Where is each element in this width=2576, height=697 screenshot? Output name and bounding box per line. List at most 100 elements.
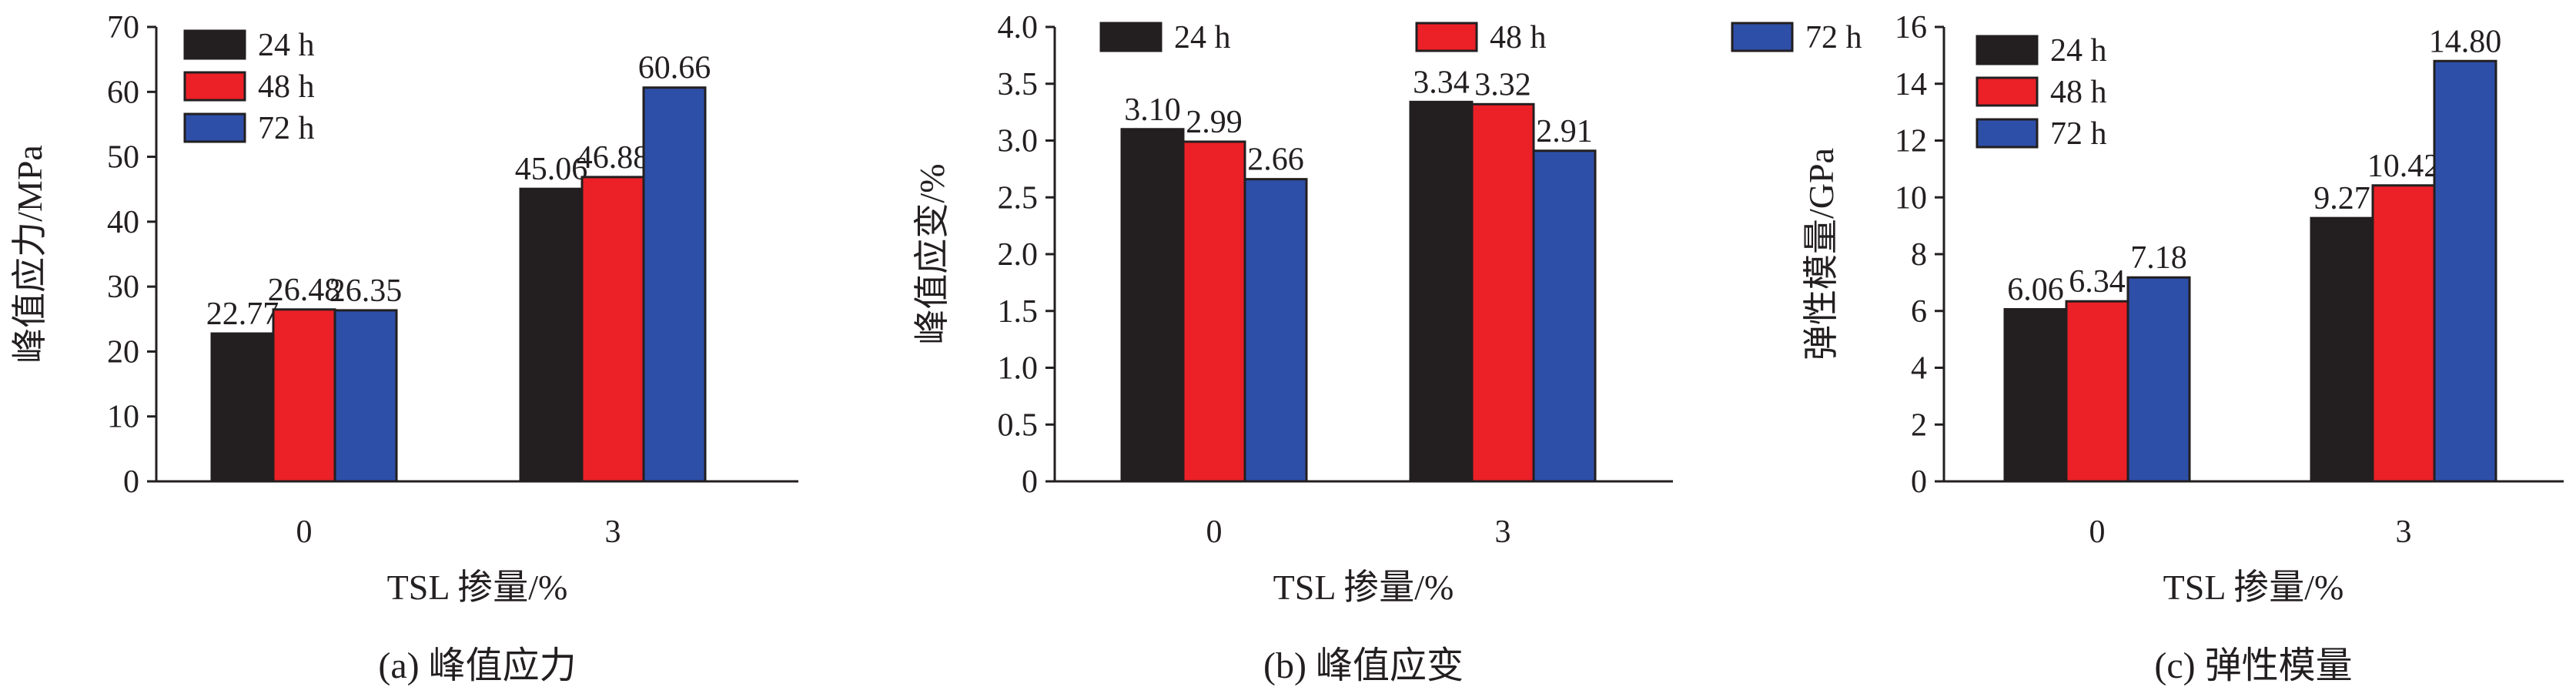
data-label: 45.06 — [515, 152, 588, 187]
y-tick-label: 0 — [1911, 464, 1927, 500]
data-label: 2.99 — [1186, 105, 1243, 140]
y-tick-label: 8 — [1911, 237, 1927, 273]
x-axis-title: TSL 掺量/% — [2163, 568, 2344, 607]
data-label: 26.48 — [268, 273, 341, 308]
bar-72h-3 — [1532, 149, 1597, 483]
legend: 24 h 48 h 72 h — [1975, 33, 2107, 152]
y-tick-label: 60 — [107, 75, 139, 110]
legend: 24 h 48 h 72 h — [183, 28, 315, 146]
legend-swatch-24h — [1099, 22, 1163, 52]
data-label: 2.66 — [1247, 142, 1304, 178]
legend-label: 48 h — [258, 69, 315, 105]
panel-caption: (a) 峰值应力 — [378, 645, 576, 686]
legend-label: 72 h — [2050, 116, 2107, 152]
y-axis-title: 峰值应变/% — [912, 163, 952, 344]
y-tick-label: 0.5 — [998, 407, 1039, 443]
data-label: 60.66 — [638, 51, 711, 86]
legend-swatch-24h — [183, 29, 246, 60]
chart-panel-1: 3.10 2.992.66 3.34 3.322.91 0 0.5 1.0 1.5 2.0 2.5… — [912, 10, 1862, 686]
y-tick-label: 10 — [1895, 180, 1927, 216]
y-tick-label: 20 — [107, 334, 139, 370]
legend-swatch-48h — [1975, 76, 2039, 107]
y-tick-label: 2.0 — [998, 237, 1039, 273]
x-tick-label: 3 — [2396, 514, 2412, 550]
data-label: 26.35 — [330, 273, 403, 309]
y-tick-label: 0 — [123, 464, 139, 500]
data-label: 10.42 — [2367, 149, 2441, 184]
panel-caption: (b) 峰值应变 — [1263, 645, 1464, 686]
legend-swatch-72h — [1731, 22, 1794, 52]
y-axis-title: 弹性模量/GPa — [1802, 148, 1841, 360]
y-tick-label: 1.0 — [998, 351, 1039, 387]
y-tick-label: 6 — [1911, 294, 1927, 330]
bar-48h-0 — [1182, 140, 1246, 483]
legend-label: 48 h — [1490, 20, 1547, 55]
x-tick-label: 0 — [2089, 514, 2106, 550]
y-tick-label: 3.5 — [998, 67, 1039, 102]
data-label: 46.88 — [577, 140, 650, 176]
data-label: 7.18 — [2130, 240, 2187, 276]
y-tick-label: 50 — [107, 140, 139, 176]
y-tick-label: 30 — [107, 270, 139, 305]
y-tick-label: 2 — [1911, 407, 1927, 443]
panel-caption: (c) 弹性模量 — [2154, 645, 2352, 686]
bar-48h-3 — [2371, 184, 2436, 483]
data-label: 2.91 — [1536, 114, 1593, 149]
legend-swatch-72h — [183, 112, 246, 143]
data-label: 14.80 — [2429, 24, 2502, 59]
data-label: 22.77 — [206, 297, 279, 332]
bar-48h-3 — [580, 176, 645, 483]
bar-48h-0 — [272, 308, 336, 483]
bar-72h-3 — [2433, 59, 2497, 483]
x-axis-title: TSL 掺量/% — [387, 568, 568, 607]
y-tick-label: 0 — [1022, 464, 1038, 500]
y-tick-label: 4 — [1911, 351, 1927, 387]
bar-72h-0 — [1243, 178, 1308, 483]
chart-panel-0: 22.7726.4826.3545.0646.8860.660102030405… — [10, 10, 798, 686]
data-label: 6.34 — [2069, 264, 2126, 300]
bar-48h-3 — [1470, 102, 1535, 483]
bar-24h-0 — [1120, 128, 1185, 483]
y-tick-label: 12 — [1895, 124, 1927, 159]
legend-label: 72 h — [258, 111, 315, 146]
y-tick-label: 3.0 — [998, 124, 1039, 159]
legend-swatch-24h — [1975, 35, 2039, 65]
bar-72h-3 — [642, 86, 707, 483]
legend-label: 72 h — [1805, 20, 1862, 55]
y-axis-title: 峰值应力/MPa — [10, 145, 49, 364]
bar-24h-0 — [210, 332, 275, 483]
bar-24h-0 — [2003, 308, 2068, 483]
x-tick-label: 3 — [605, 514, 621, 550]
y-tick-label: 40 — [107, 205, 139, 240]
data-label: 3.32 — [1474, 67, 1531, 102]
bar-72h-0 — [333, 309, 398, 483]
legend: 24 h 48 h 72 h — [1099, 20, 1862, 55]
bar-24h-3 — [519, 187, 584, 483]
data-label: 3.10 — [1124, 92, 1181, 128]
y-tick-label: 2.5 — [998, 180, 1039, 216]
bar-48h-0 — [2065, 300, 2129, 483]
x-tick-label: 0 — [296, 514, 313, 550]
legend-swatch-48h — [183, 71, 246, 102]
data-label: 3.34 — [1413, 65, 1470, 100]
legend-label: 48 h — [2050, 75, 2107, 110]
data-label: 6.06 — [2007, 273, 2064, 308]
y-tick-label: 1.5 — [998, 294, 1039, 330]
x-tick-label: 0 — [1206, 514, 1223, 550]
bar-72h-0 — [2126, 276, 2191, 483]
x-tick-label: 3 — [1495, 514, 1511, 550]
y-tick-label: 14 — [1895, 67, 1927, 102]
bar-24h-3 — [2310, 216, 2374, 483]
legend-swatch-72h — [1975, 118, 2039, 149]
legend-swatch-48h — [1415, 22, 1478, 52]
legend-label: 24 h — [2050, 33, 2107, 69]
legend-label: 24 h — [1174, 20, 1231, 55]
y-tick-label: 4.0 — [998, 10, 1039, 45]
bar-24h-3 — [1409, 100, 1474, 483]
data-label: 9.27 — [2313, 181, 2370, 216]
y-tick-label: 16 — [1895, 10, 1927, 45]
x-axis-title: TSL 掺量/% — [1273, 568, 1454, 607]
legend-label: 24 h — [258, 28, 315, 63]
